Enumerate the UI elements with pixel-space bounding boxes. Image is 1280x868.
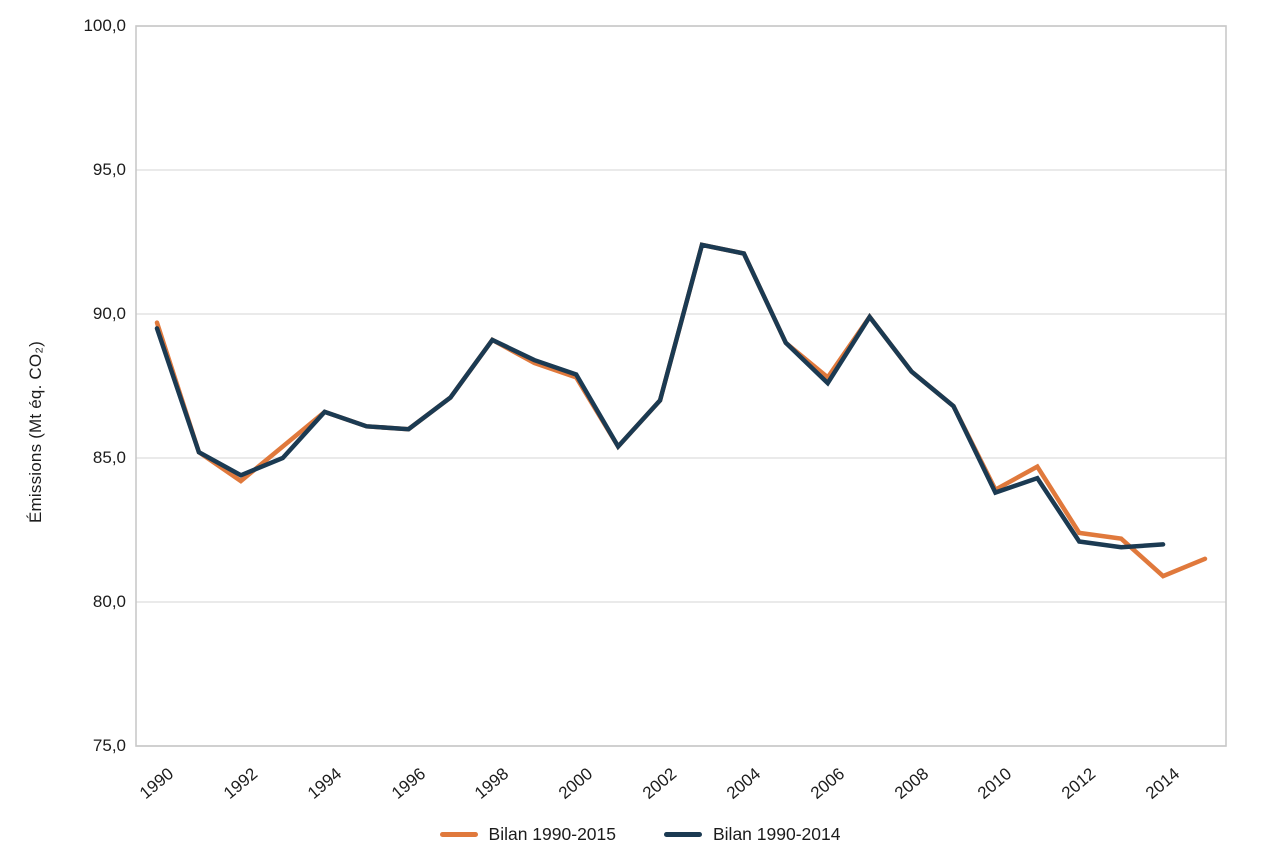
chart-legend: Bilan 1990-2015 Bilan 1990-2014 bbox=[0, 824, 1280, 845]
legend-label: Bilan 1990-2014 bbox=[713, 824, 841, 844]
y-tick-label: 75,0 bbox=[92, 736, 126, 755]
legend-swatch-orange bbox=[439, 832, 478, 837]
y-tick-label: 80,0 bbox=[92, 592, 126, 611]
y-tick-label: 100,0 bbox=[83, 16, 126, 35]
y-axis-title: Émissions (Mt éq. CO₂) bbox=[26, 341, 45, 523]
series-line-bilan-1990-2014 bbox=[154, 242, 1166, 550]
legend-item-bilan-1990-2014: Bilan 1990-2014 bbox=[664, 824, 840, 845]
legend-swatch-navy bbox=[664, 832, 702, 837]
y-tick-label: 85,0 bbox=[92, 448, 126, 467]
y-tick-label: 90,0 bbox=[92, 304, 126, 323]
series-line-bilan-1990-2015 bbox=[154, 242, 1208, 579]
legend-label: Bilan 1990-2015 bbox=[488, 824, 616, 844]
plot-frame bbox=[135, 25, 1227, 747]
y-tick-label: 95,0 bbox=[92, 160, 126, 179]
legend-item-bilan-1990-2015: Bilan 1990-2015 bbox=[439, 824, 616, 845]
